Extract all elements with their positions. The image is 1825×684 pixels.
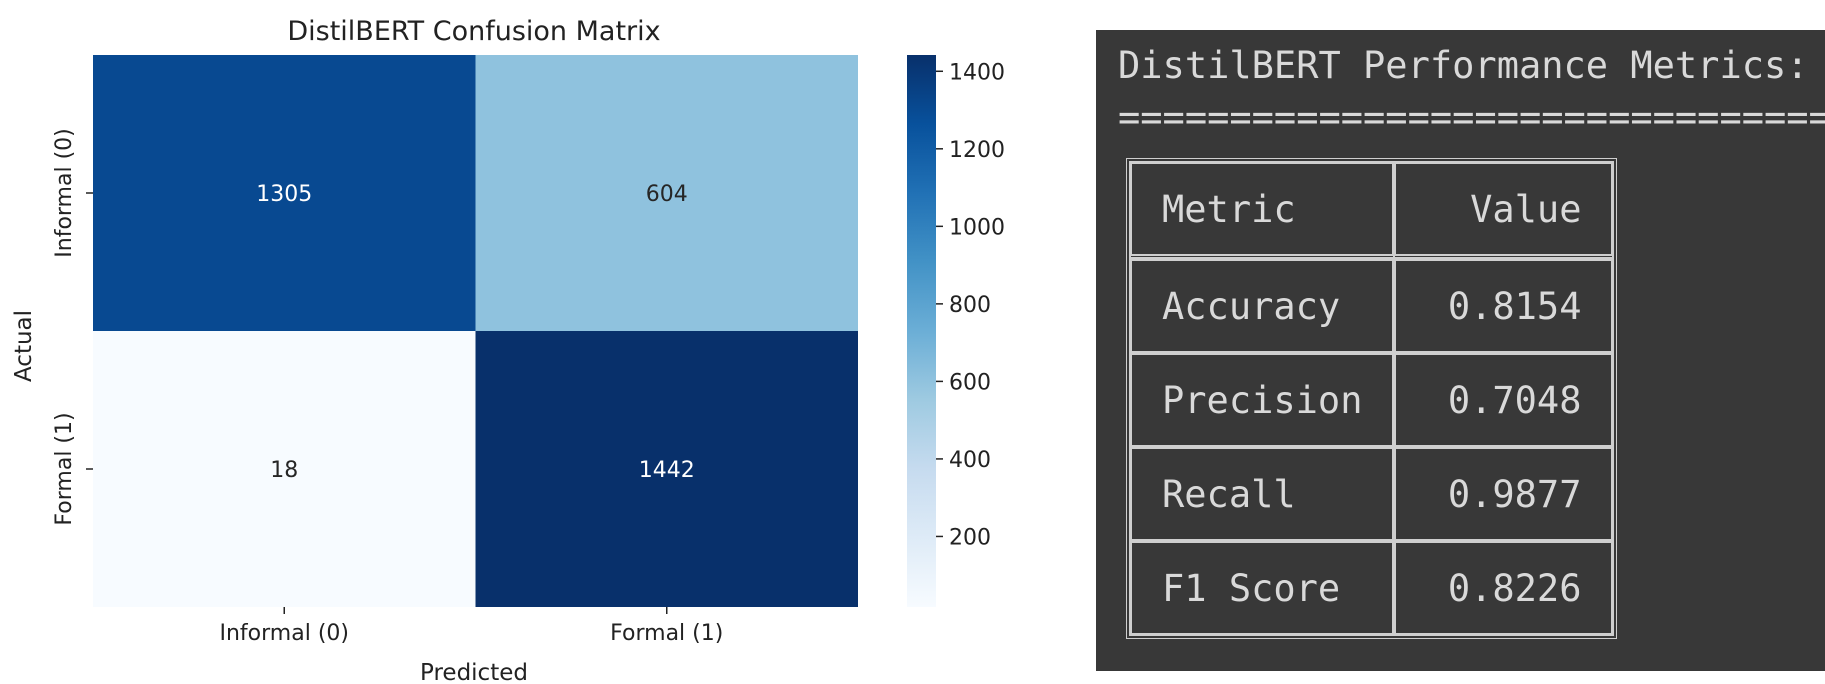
- separator-rule: =====================================: [1118, 96, 1825, 139]
- colorbar-tick-label: 200: [949, 525, 991, 550]
- metric-name: Accuracy: [1130, 259, 1395, 353]
- y-axis-label: Actual: [11, 310, 37, 382]
- heatmap-cells: 1305 604 18 1442: [93, 55, 858, 607]
- heatmap-cell: [475, 331, 858, 607]
- metric-name: F1 Score: [1130, 541, 1395, 635]
- colorbar-tick-label: 800: [949, 293, 991, 318]
- table-row: Precision 0.7048: [1130, 353, 1614, 447]
- metric-column-header: Metric: [1130, 162, 1395, 259]
- table-row: Recall 0.9877: [1130, 447, 1614, 541]
- colorbar-tick-label: 1000: [949, 215, 1005, 240]
- metric-value: 0.7048: [1394, 353, 1614, 447]
- metric-value: 0.8154: [1394, 259, 1614, 353]
- y-axis-ticks: Informal (0) Formal (1): [52, 128, 93, 526]
- metric-value: 0.9877: [1394, 447, 1614, 541]
- x-tick-label: Informal (0): [220, 621, 349, 646]
- x-axis-ticks: Informal (0) Formal (1): [220, 607, 723, 646]
- table-row: F1 Score 0.8226: [1130, 541, 1614, 635]
- confusion-matrix-svg: DistilBERT Confusion Matrix Predicted Ac…: [11, 16, 1005, 684]
- metrics-title: DistilBERT Performance Metrics:: [1118, 44, 1809, 87]
- table-header-row: Metric Value: [1130, 162, 1614, 259]
- terminal-output: DistilBERT Performance Metrics: ========…: [1096, 30, 1825, 671]
- cell-value-label: 1305: [256, 182, 312, 207]
- value-column-header: Value: [1394, 162, 1614, 259]
- metric-name: Precision: [1130, 353, 1395, 447]
- metrics-table: Metric Value Accuracy 0.8154 Precision 0…: [1126, 158, 1618, 639]
- metric-name: Recall: [1130, 447, 1395, 541]
- x-axis-label: Predicted: [420, 660, 528, 684]
- table-row: Accuracy 0.8154: [1130, 259, 1614, 353]
- metric-value: 0.8226: [1394, 541, 1614, 635]
- confusion-matrix-chart: DistilBERT Confusion Matrix Predicted Ac…: [11, 16, 1005, 684]
- x-tick-label: Formal (1): [610, 621, 723, 646]
- colorbar-tick-label: 400: [949, 448, 991, 473]
- colorbar-tick-label: 600: [949, 370, 991, 395]
- heatmap-cell: [475, 55, 858, 331]
- colorbar-tick-label: 1400: [949, 60, 1005, 85]
- cell-value-label: 1442: [639, 458, 695, 483]
- colorbar-ticks: 200 400 600 800 1000 1200 1400: [936, 60, 1005, 550]
- chart-title: DistilBERT Confusion Matrix: [287, 16, 660, 47]
- colorbar-tick-label: 1200: [949, 138, 1005, 163]
- cell-value-label: 604: [646, 182, 688, 207]
- y-tick-label: Informal (0): [52, 128, 77, 257]
- colorbar: [907, 55, 936, 607]
- y-tick-label: Formal (1): [52, 412, 77, 525]
- heatmap-cell: [93, 55, 476, 331]
- heatmap-cell: [93, 331, 476, 607]
- cell-value-label: 18: [270, 458, 298, 483]
